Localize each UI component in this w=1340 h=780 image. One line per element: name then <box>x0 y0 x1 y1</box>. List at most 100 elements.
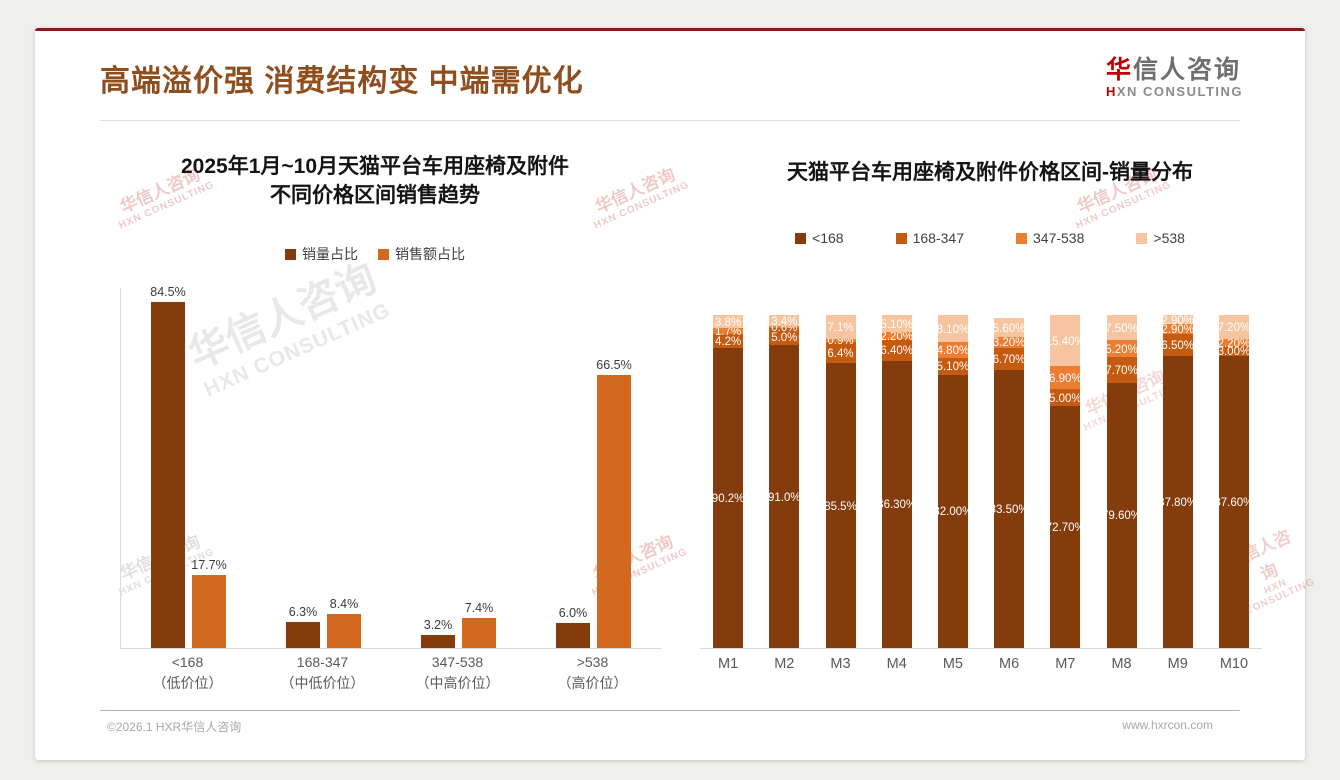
slide-title: 高端溢价强 消费结构变 中端需优化 <box>100 65 584 98</box>
slide-card: 华信人咨询 HXN CONSULTING 华信人咨询 HXN CONSULTING 华信… <box>35 28 1317 760</box>
segment-value-label: 91.0% <box>767 491 801 504</box>
right-chart-category-axis: M1 M2 M3 M4 M5 M6 M7 M8 M9 M10 <box>700 656 1262 672</box>
segment-value-label: 4.80% <box>936 344 970 357</box>
legend-item: >538 <box>1136 230 1185 246</box>
segment-value-label: 3.8% <box>715 316 742 329</box>
category-tier: （高价位） <box>557 675 628 691</box>
segment-value-label: 1.7% <box>715 325 742 338</box>
left-chart-title-line1: 2025年1月~10月天猫平台车用座椅及附件 <box>180 155 570 178</box>
category-label: M3 <box>830 656 851 672</box>
logo-tagline-accent: H <box>1105 84 1117 99</box>
bar-销售额占比-347-538 <box>462 617 496 648</box>
header-divider <box>100 120 1240 121</box>
segment-value-label: 7.50% <box>1105 322 1138 335</box>
segment-value-label: 5.60% <box>992 322 1026 335</box>
segment-347-538-M8 <box>1106 339 1137 358</box>
segment-value-label: 87.80% <box>1158 496 1198 509</box>
segment-<168-M2 <box>769 344 800 648</box>
segment-value-label: 5.10% <box>936 361 970 374</box>
bar-value-label: 3.2% <box>423 617 453 632</box>
segment-value-label: 7.20% <box>1217 322 1251 334</box>
right-chart-legend: <168 168-347 347-538 >538 <box>690 230 1290 246</box>
segment-347-538-M9 <box>1162 324 1193 334</box>
segment-value-label: 2.90% <box>1161 324 1194 337</box>
segment-<168-M10 <box>1218 356 1249 648</box>
footer-website: www.hxrcon.com <box>1122 718 1213 732</box>
segment-168-347-M1 <box>713 333 744 348</box>
legend-swatch <box>795 232 807 244</box>
right-chart-plot: 90.2% 4.2% 1.7% 3.8% 91.0% 5.0% 0.6% 3.4% 85.5% 6… <box>700 315 1262 649</box>
category-label: 168-347 （中低价位） <box>255 652 390 694</box>
category-label: M1 <box>718 656 739 672</box>
segment-168-347-M6 <box>994 347 1025 370</box>
segment-value-label: 15.40% <box>1045 335 1085 348</box>
bar-value-label: 17.7% <box>191 558 227 573</box>
segment-value-label: 7.70% <box>1105 365 1138 378</box>
category-label: M5 <box>942 656 963 672</box>
left-chart-title-line2: 不同价格区间销售趋势 <box>270 184 480 207</box>
segment-value-label: 6.90% <box>1048 372 1082 385</box>
footer-divider <box>100 710 1240 711</box>
segment-value-label: 5.0% <box>771 331 798 344</box>
segment-value-label: 83.50% <box>989 503 1029 516</box>
legend-swatch <box>285 248 296 260</box>
legend-item: <168 <box>795 230 844 246</box>
segment-value-label: 2.90% <box>1161 314 1194 327</box>
segment->538-M9 <box>1162 314 1193 325</box>
left-chart-plot: 84.5% 6.3% 3.2% 6.0% 17.7% 8.4% 7.4% 66.5% <box>120 284 661 649</box>
segment-value-label: 79.60% <box>1101 510 1141 523</box>
segment-<168-M9 <box>1162 355 1193 648</box>
legend-swatch <box>1136 232 1148 244</box>
category-tier: （中低价位） <box>280 675 365 691</box>
segment-168-347-M9 <box>1162 334 1193 356</box>
logo-name: 华信人咨询 <box>1106 56 1243 84</box>
segment-168-347-M3 <box>825 342 856 364</box>
segment-<168-M5 <box>937 374 968 648</box>
bar-销售额占比->538 <box>597 375 631 648</box>
legend-item: 347-538 <box>1016 230 1084 246</box>
segment->538-M5 <box>937 315 968 342</box>
segment-value-label: 6.4% <box>827 347 854 360</box>
left-chart-legend: 销量占比 销售额占比 <box>90 244 660 264</box>
segment-<168-M3 <box>825 363 856 648</box>
bar-销量占比-168-347 <box>286 622 320 648</box>
left-chart-title: 2025年1月~10月天猫平台车用座椅及附件 不同价格区间销售趋势 <box>90 152 660 210</box>
segment-<168-M6 <box>994 369 1025 648</box>
legend-swatch <box>1016 232 1027 244</box>
watermark-line2: HXN CONSULTING <box>1074 179 1174 232</box>
legend-label: 销量占比 <box>302 246 358 262</box>
category-label: >538 （高价位） <box>525 652 660 694</box>
segment-value-label: 2.20% <box>880 330 913 343</box>
segment-347-538-M3 <box>825 339 856 342</box>
bar-销售额占比-<168 <box>192 575 226 648</box>
segment-347-538-M10 <box>1218 339 1249 347</box>
segment-value-label: 3.00% <box>1217 346 1251 359</box>
segment-value-label: 87.60% <box>1214 497 1254 510</box>
category-label: M6 <box>999 656 1020 672</box>
bar-value-label: 84.5% <box>150 284 186 299</box>
legend-item: 销量占比 <box>285 244 358 264</box>
segment-168-347-M7 <box>1050 389 1081 406</box>
segment-<168-M7 <box>1050 405 1081 648</box>
segment-347-538-M4 <box>881 332 912 340</box>
legend-label: 168-347 <box>912 230 964 246</box>
category-tier: （中高价位） <box>415 675 500 691</box>
segment-168-347-M5 <box>937 357 968 375</box>
segment-<168-M4 <box>881 360 912 648</box>
bar-value-label: 6.3% <box>288 605 318 620</box>
segment->538-M4 <box>881 315 912 332</box>
bar-销量占比-347-538 <box>421 634 455 648</box>
segment->538-M8 <box>1106 315 1137 340</box>
segment->538-M2 <box>769 315 800 327</box>
category-label: 347-538 （中高价位） <box>390 652 525 694</box>
category-label: M10 <box>1219 656 1249 672</box>
segment-value-label: 6.50% <box>1161 339 1194 352</box>
footer-copyright: ©2026.1 HXR华信人咨询 <box>107 720 242 734</box>
top-accent-bar <box>35 28 1305 31</box>
legend-swatch <box>895 232 907 244</box>
bar-销售额占比-168-347 <box>327 613 361 648</box>
category-label: M7 <box>1055 656 1076 672</box>
company-logo: 华信人咨询 HXN CONSULTING <box>1106 56 1243 100</box>
segment-168-347-M4 <box>881 339 912 361</box>
legend-item: 168-347 <box>895 230 964 246</box>
